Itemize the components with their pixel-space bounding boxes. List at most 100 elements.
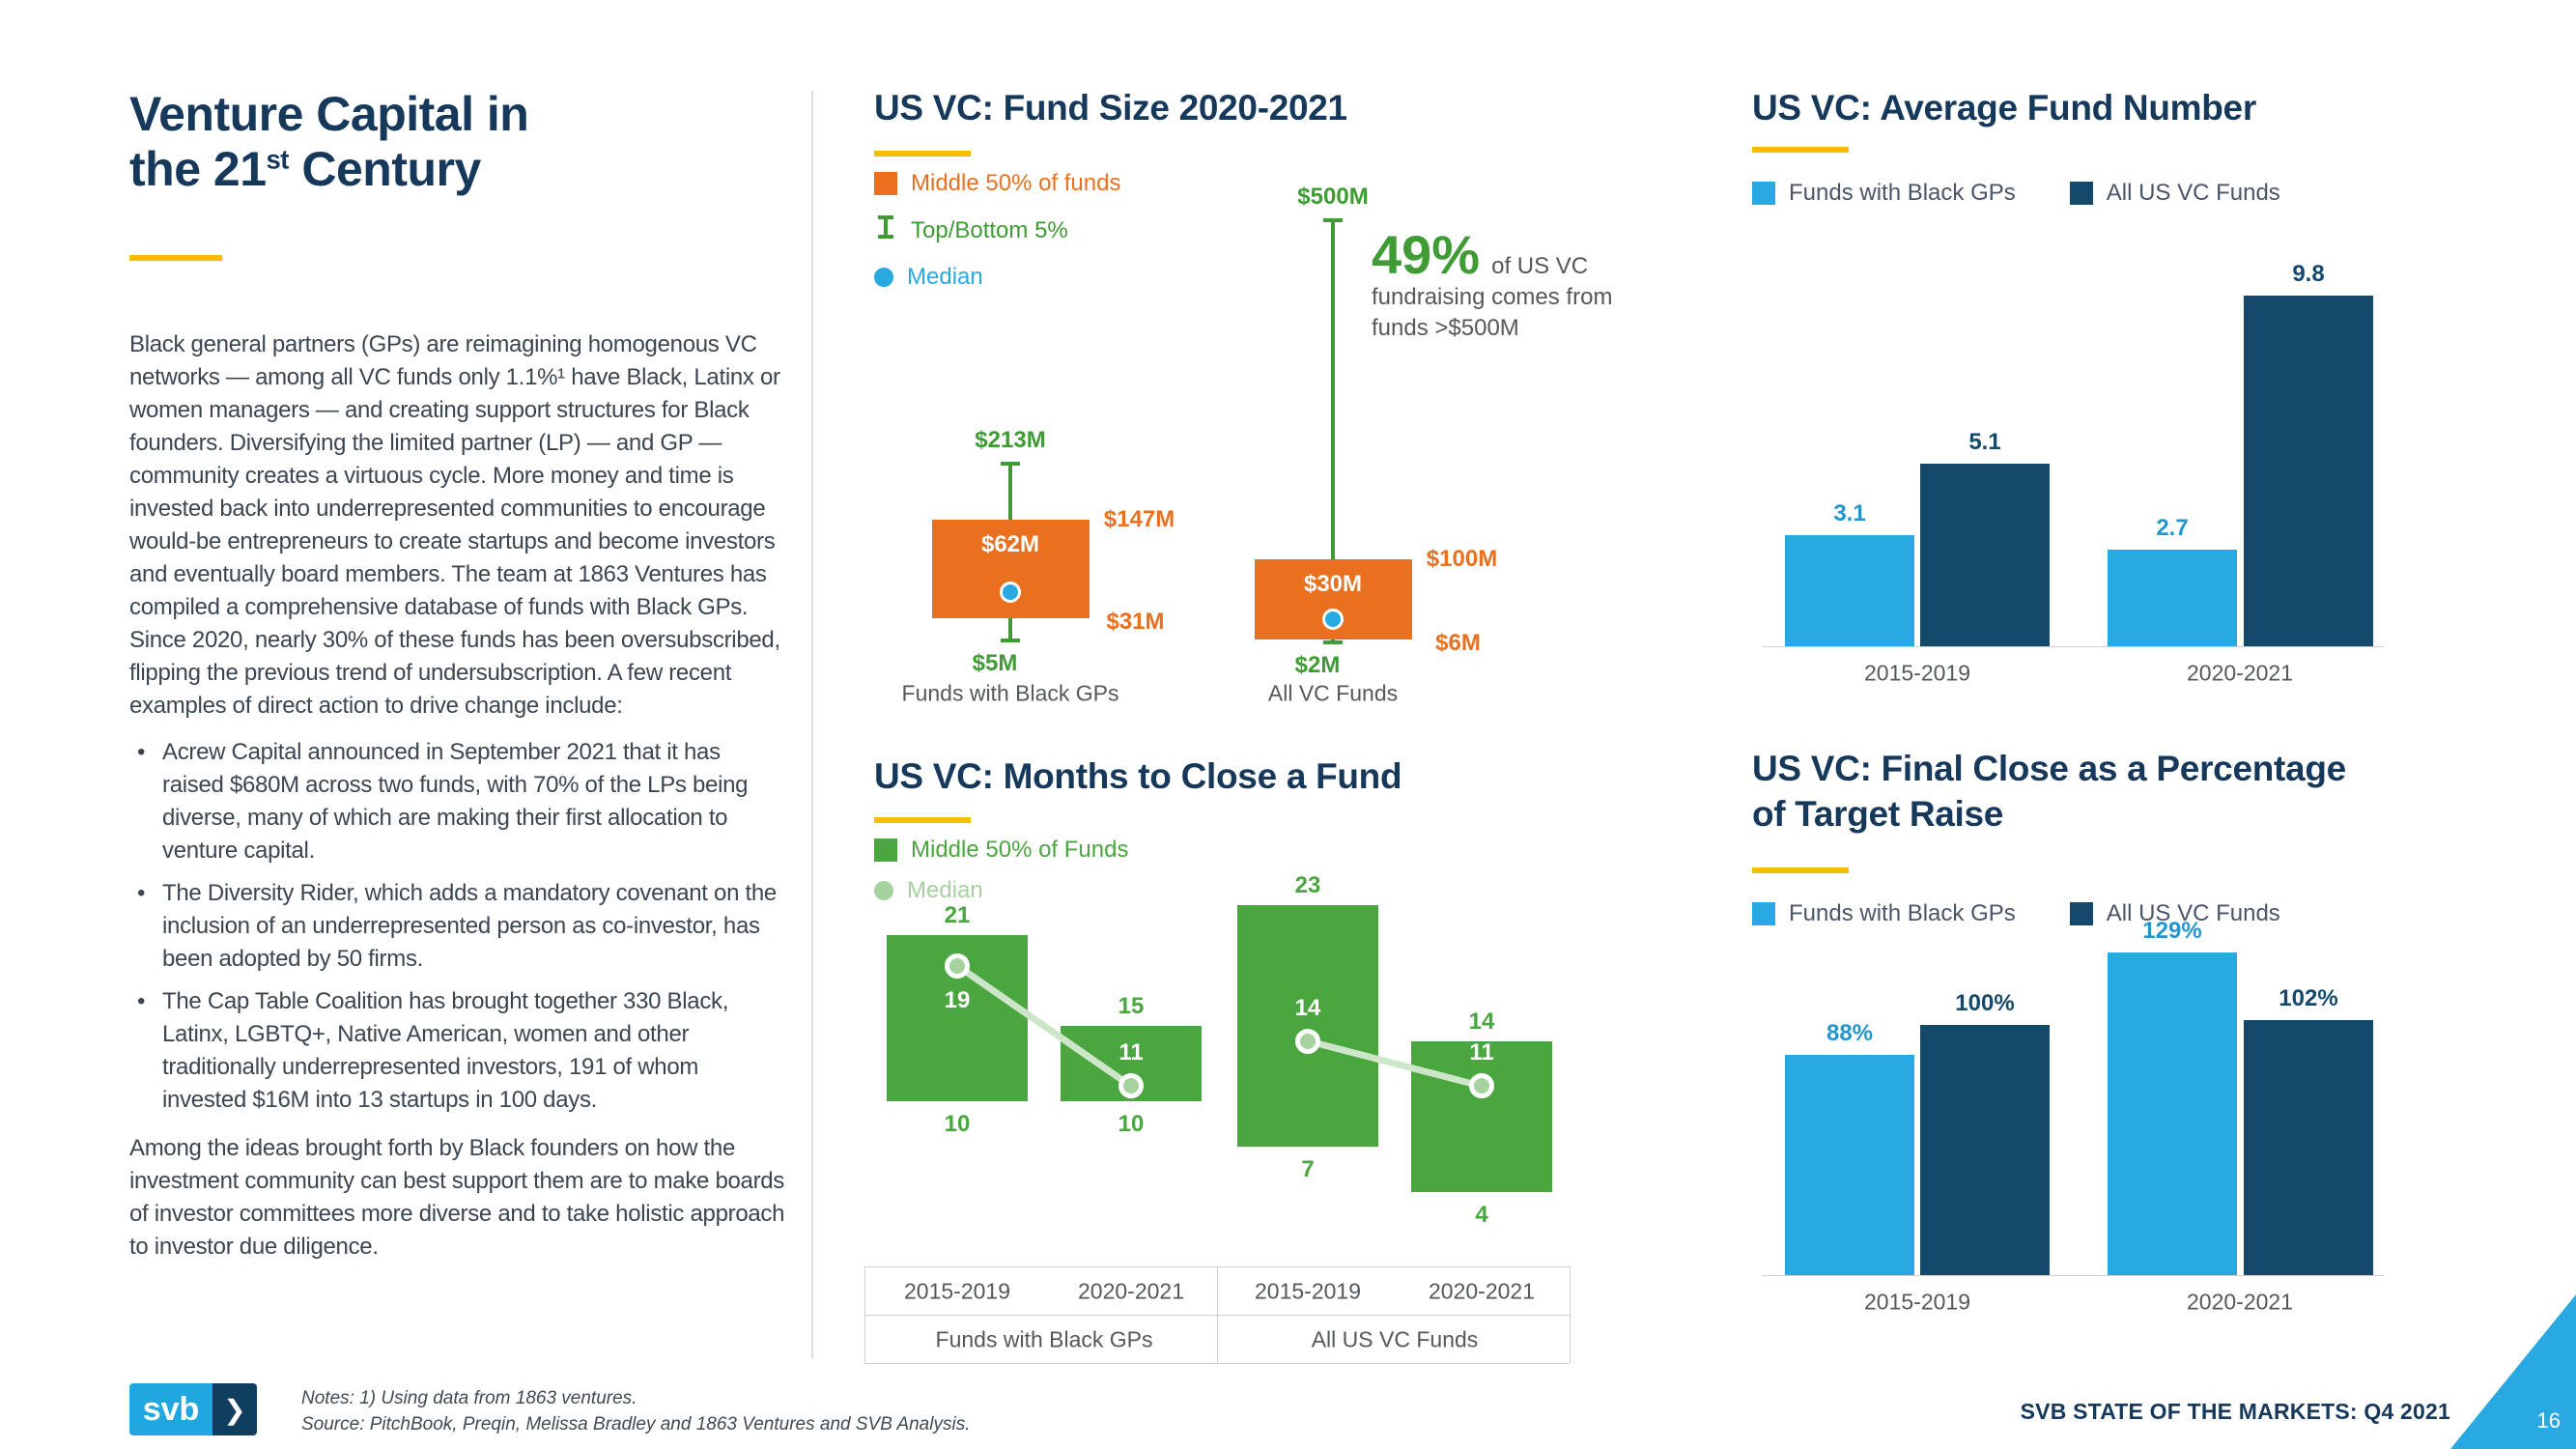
high-label: 23 bbox=[1294, 872, 1321, 899]
whisker-low-label: $2M bbox=[1294, 652, 1341, 679]
black-gps-swatch-icon bbox=[1752, 182, 1775, 205]
annotation-line: funds >$500M bbox=[1372, 315, 1519, 341]
page-title-line1: Venture Capital in bbox=[129, 87, 529, 141]
bar bbox=[1920, 464, 2050, 646]
high-label: 14 bbox=[1468, 1008, 1495, 1035]
page-title-superscript: st bbox=[266, 144, 290, 175]
median-label: $62M bbox=[980, 530, 1040, 557]
legend-label: Median bbox=[907, 877, 983, 903]
category-label: 2015-2019 bbox=[1864, 660, 1970, 686]
baseline bbox=[1762, 1275, 2384, 1276]
top-bottom-whisker-icon bbox=[874, 214, 897, 246]
bar bbox=[2244, 296, 2373, 646]
svb-logo-text: svb bbox=[129, 1383, 212, 1435]
median-dot bbox=[1000, 581, 1021, 603]
svb-logo: svb ❯ bbox=[129, 1383, 257, 1435]
legend-item: Middle 50% of Funds bbox=[874, 837, 1128, 864]
final-close-title-line2: of Target Raise bbox=[1752, 794, 2004, 835]
median-label: 14 bbox=[1294, 994, 1321, 1021]
median-dot bbox=[1322, 608, 1344, 630]
avg-fund-accent bbox=[1752, 147, 1849, 153]
middle-50-swatch-icon bbox=[874, 172, 897, 195]
category-label: 2020-2021 bbox=[2187, 660, 2293, 686]
whisker-low-label: $5M bbox=[972, 649, 1018, 676]
black-gps-swatch-icon bbox=[1752, 902, 1775, 925]
footnotes: Notes: 1) Using data from 1863 ventures.… bbox=[301, 1385, 970, 1437]
annotation-highlight: 49% bbox=[1372, 224, 1481, 285]
title-accent-bar bbox=[129, 255, 222, 261]
median-label: 11 bbox=[1469, 1039, 1494, 1066]
legend-label: Funds with Black GPs bbox=[1789, 180, 2016, 206]
page-number: 16 bbox=[2536, 1408, 2561, 1433]
baseline bbox=[1762, 646, 2384, 647]
median-dot-icon bbox=[874, 881, 893, 900]
category-label: 2020-2021 bbox=[2187, 1289, 2293, 1315]
category-label: Funds with Black GPs bbox=[901, 680, 1119, 706]
legend-label: Median bbox=[907, 264, 983, 290]
months-accent bbox=[874, 817, 971, 823]
left-column: Venture Capital in the 21st Century Black… bbox=[129, 87, 786, 1264]
fund-size-legend: Middle 50% of funds Top/Bottom 5% Median bbox=[874, 170, 1120, 291]
median-label: 19 bbox=[944, 986, 971, 1013]
value-label: 5.1 bbox=[1968, 429, 2001, 456]
low-label: 10 bbox=[944, 1111, 971, 1137]
box-low-label: $6M bbox=[1435, 629, 1481, 656]
all-funds-swatch-icon bbox=[2069, 182, 2093, 205]
box-high-label: $147M bbox=[1103, 505, 1175, 532]
axis-grid-line bbox=[1570, 1266, 1571, 1363]
bar bbox=[2244, 1019, 2373, 1275]
avg-fund-plot: 3.1 2.7 5.1 9.8 2015-2019 2020-2021 bbox=[1752, 232, 2467, 705]
closing-paragraph: Among the ideas brought forth by Black f… bbox=[129, 1135, 785, 1260]
fund-size-annotation: 49% of US VC fundraising comes from fund… bbox=[1372, 228, 1690, 344]
bar bbox=[2108, 952, 2237, 1275]
months-legend: Middle 50% of Funds Median bbox=[874, 837, 1128, 904]
median-dot bbox=[945, 952, 970, 979]
high-label: 21 bbox=[944, 902, 971, 929]
period-label: 2020-2021 bbox=[1429, 1278, 1535, 1304]
high-label: 15 bbox=[1118, 993, 1145, 1019]
median-dot bbox=[1118, 1073, 1144, 1099]
bar bbox=[1785, 1055, 1914, 1275]
svb-logo-chevron-icon: ❯ bbox=[212, 1383, 257, 1435]
period-label: 2015-2019 bbox=[1255, 1278, 1361, 1304]
final-close-title: US VC: Final Close as a Percentage of Ta… bbox=[1752, 746, 2346, 838]
axis-grid-line bbox=[864, 1266, 865, 1363]
legend-label: All US VC Funds bbox=[2106, 900, 2280, 926]
value-label: 2.7 bbox=[2156, 515, 2189, 542]
avg-fund-title: US VC: Average Fund Number bbox=[1752, 88, 2256, 128]
value-label: 102% bbox=[2279, 984, 2338, 1011]
list-item: Acrew Capital announced in September 202… bbox=[129, 736, 786, 867]
whisker-cap bbox=[1323, 218, 1343, 222]
category-label: 2015-2019 bbox=[1864, 1289, 1970, 1315]
box-high-label: $100M bbox=[1426, 546, 1498, 573]
page-title-line2-end: Century bbox=[288, 142, 481, 196]
page-title: Venture Capital in the 21st Century bbox=[129, 87, 786, 197]
legend-item: All US VC Funds bbox=[2069, 180, 2280, 207]
annotation-tail: of US VC bbox=[1491, 253, 1589, 279]
bullet-list: Acrew Capital announced in September 202… bbox=[129, 736, 786, 1117]
whisker-cap bbox=[1001, 461, 1020, 466]
value-label: 9.8 bbox=[2292, 261, 2325, 288]
all-funds-swatch-icon bbox=[2069, 902, 2093, 925]
legend-label: Middle 50% of Funds bbox=[911, 837, 1129, 863]
box-low-label: $31M bbox=[1106, 608, 1165, 635]
fund-size-plot: $213M $147M $62M $31M $5M Funds with Black GP… bbox=[874, 164, 1647, 734]
list-item: The Cap Table Coalition has brought toge… bbox=[129, 985, 786, 1117]
fund-size-title: US VC: Fund Size 2020-2021 bbox=[874, 88, 1347, 128]
bar bbox=[1785, 535, 1914, 646]
annotation-headline: 49% of US VC bbox=[1372, 228, 1690, 282]
legend-item: Top/Bottom 5% bbox=[874, 214, 1120, 246]
footnote-line: Source: PitchBook, Preqin, Melissa Bradl… bbox=[301, 1414, 971, 1435]
legend-item: Median bbox=[874, 877, 1128, 904]
legend-label: All US VC Funds bbox=[2106, 180, 2280, 206]
whisker-cap bbox=[1001, 638, 1020, 642]
months-title: US VC: Months to Close a Fund bbox=[874, 756, 1402, 796]
median-dot-icon bbox=[874, 268, 893, 287]
intro-paragraph: Black general partners (GPs) are reimagi… bbox=[129, 331, 780, 719]
legend-item: Funds with Black GPs bbox=[1752, 180, 2016, 207]
middle-50-swatch-icon bbox=[874, 838, 897, 862]
annotation-line: fundraising comes from bbox=[1372, 284, 1613, 310]
fund-size-accent bbox=[874, 151, 971, 156]
value-label: 88% bbox=[1826, 1020, 1874, 1047]
final-close-title-line1: US VC: Final Close as a Percentage bbox=[1752, 749, 2346, 788]
